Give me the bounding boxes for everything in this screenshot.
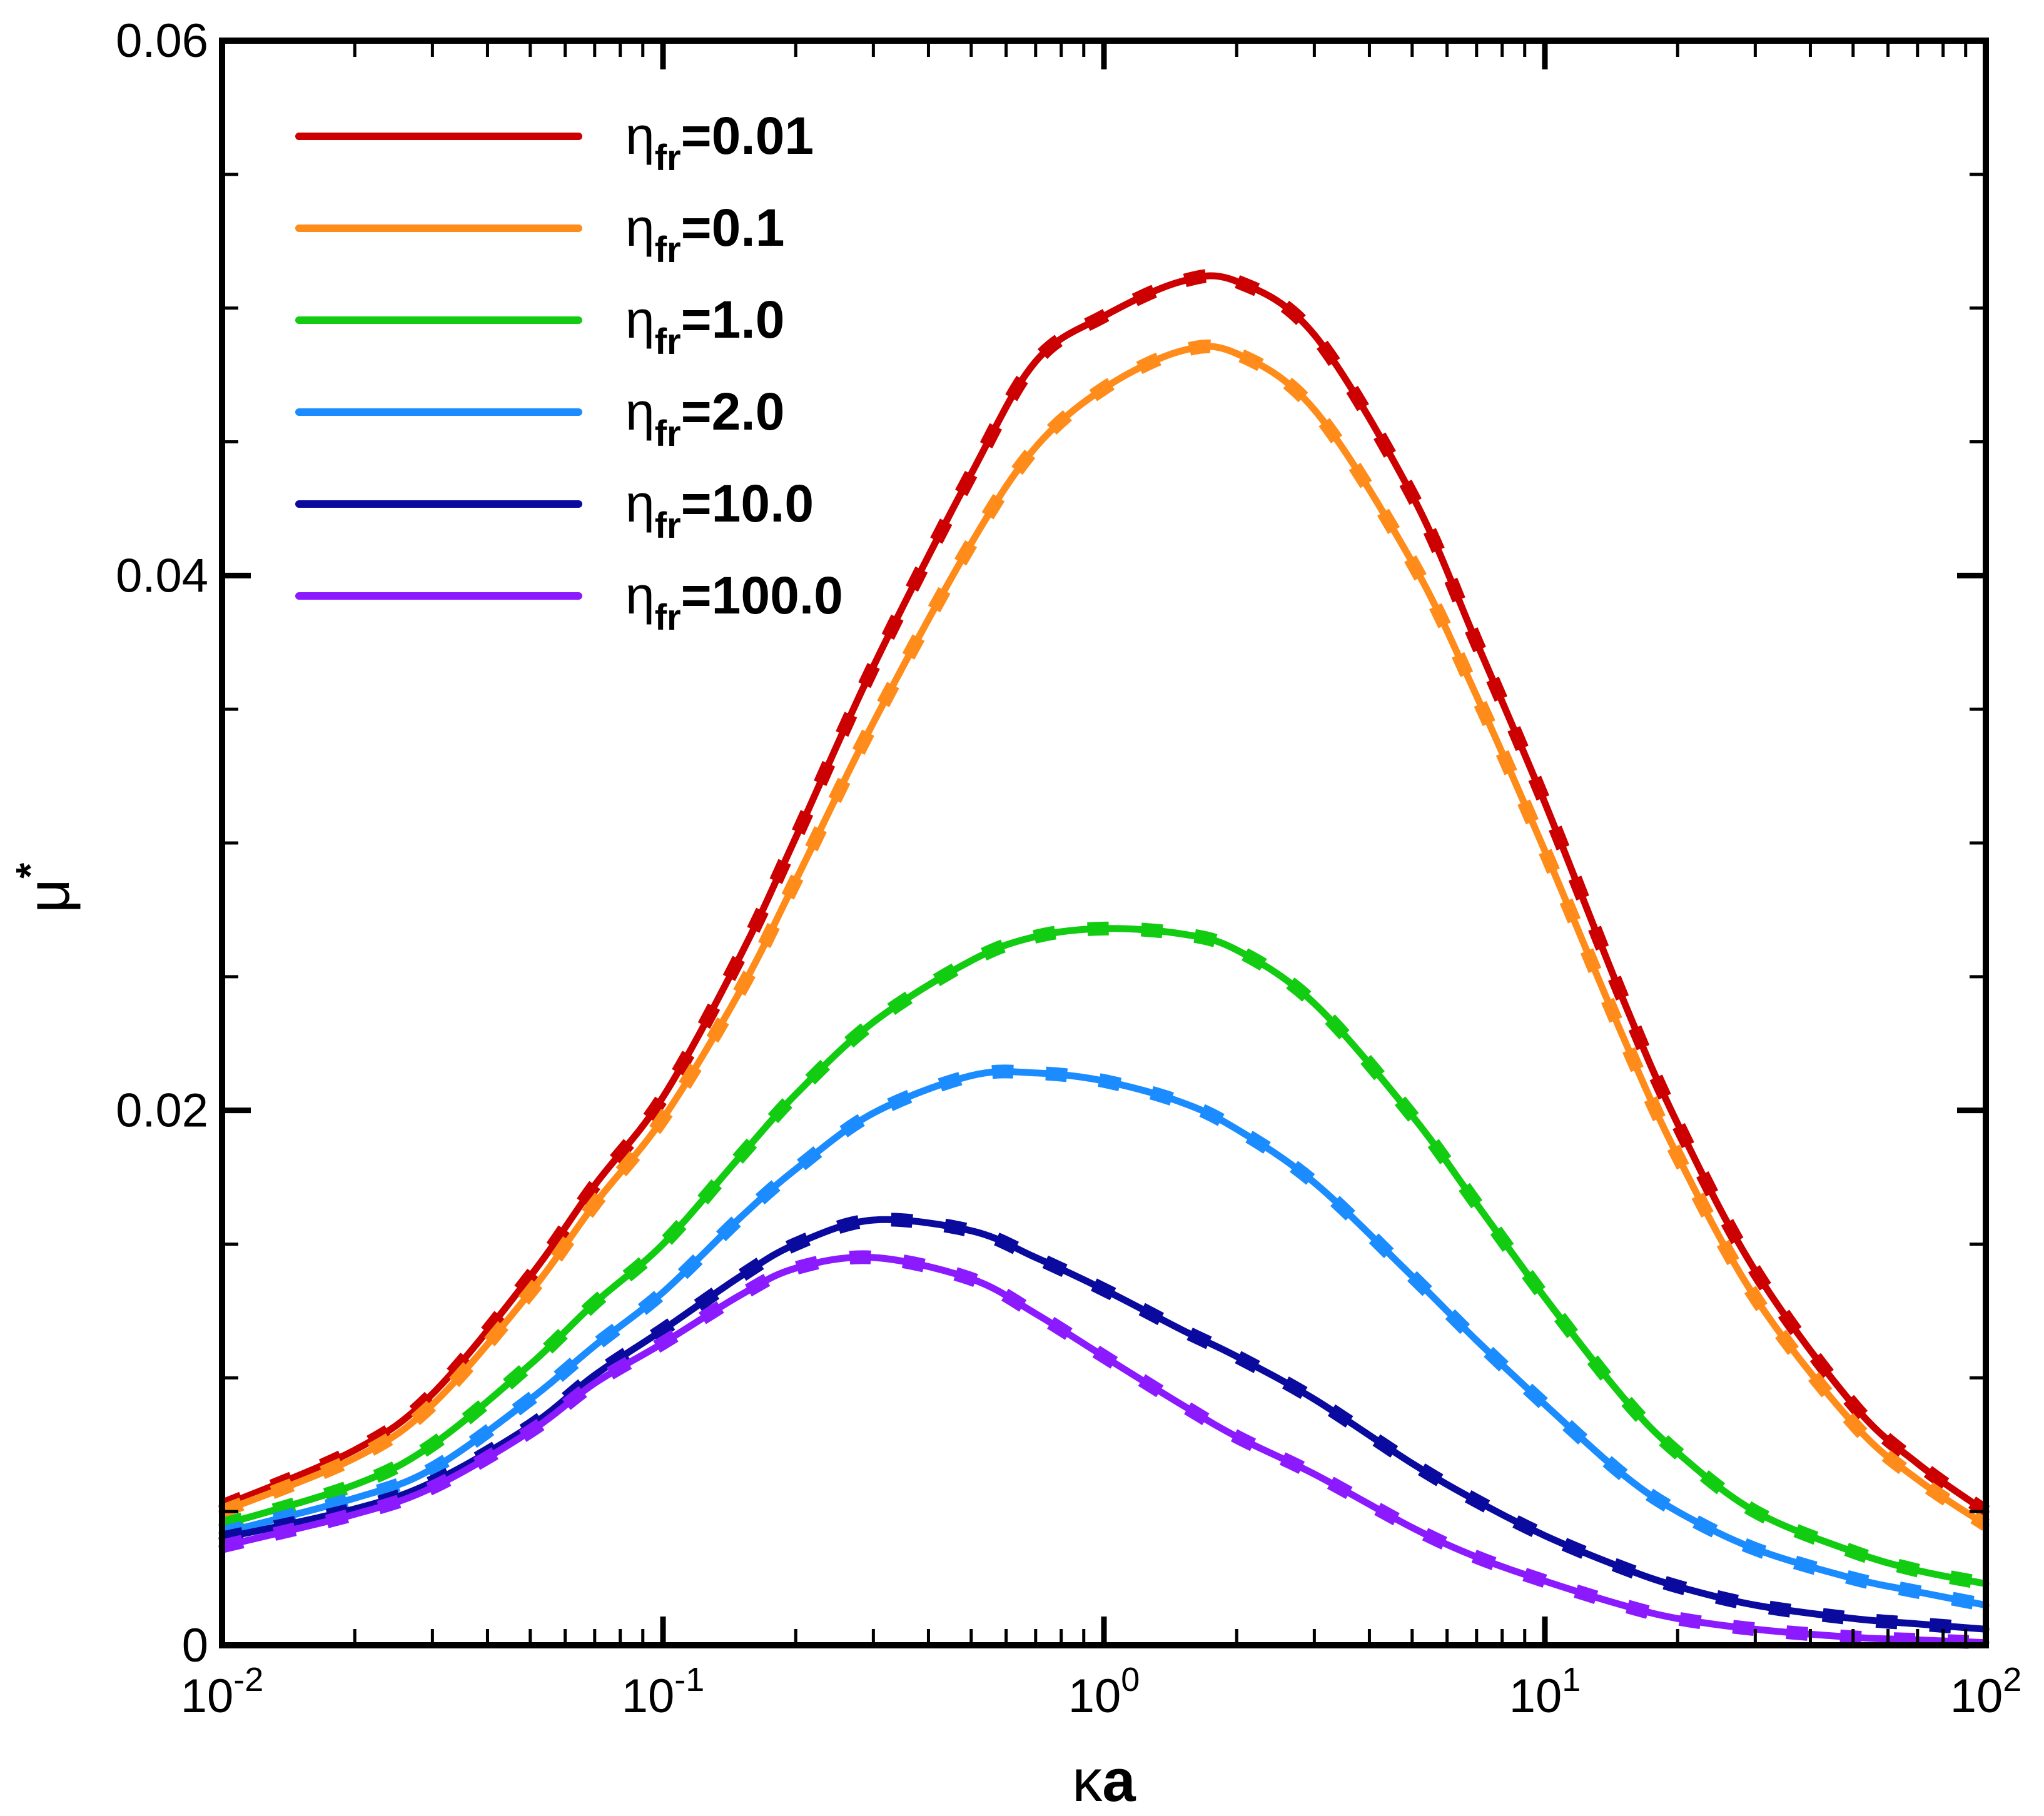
x-tick-label: 102 [1950,1661,2022,1723]
legend-label-sub: fr [655,505,681,546]
y-axis-title: μ* [8,863,82,913]
x-tick-base: 10 [1068,1670,1121,1723]
plot-frame [219,38,1989,1648]
legend-item-5: ηfr=100.0 [295,566,843,638]
x-tick-label: 100 [1068,1661,1140,1723]
series-line-3 [218,1064,1990,1612]
legend-label-value: =0.1 [681,198,785,257]
legend: ηfr=0.01ηfr=0.1ηfr=1.0ηfr=2.0ηfr=10.0ηfr… [295,106,843,638]
series-line-0 [218,269,1990,1518]
legend-item-1: ηfr=0.1 [295,198,784,270]
legend-label: ηfr=100.0 [625,566,843,638]
series-solid-line [218,1216,1990,1633]
x-tick-base: 10 [1509,1670,1562,1723]
x-axis-title: κa [1072,1747,1136,1814]
y-tick-label: 0.06 [116,14,208,68]
legend-label-value: =1.0 [681,290,785,349]
y-tick-label: 0.04 [116,549,208,602]
x-tick-exp: 2 [2003,1661,2021,1698]
x-axis-title-greek: κ [1072,1747,1103,1814]
svg-text:μ*: μ* [8,863,82,913]
y-axis-title-greek: μ [15,879,82,913]
legend-label-greek: η [625,290,655,349]
x-tick-label: 10-2 [181,1661,264,1723]
series-dashed-line [220,921,1988,1591]
legend-label-value: =100.0 [681,566,843,625]
legend-label-sub: fr [655,413,681,454]
legend-item-0: ηfr=0.01 [295,106,814,178]
series-dashed-line [220,1213,1986,1637]
y-tick-label: 0.02 [116,1084,208,1138]
series-dashed-line [220,1064,1988,1612]
legend-label-sub: fr [655,597,681,638]
series-line-2 [218,921,1990,1591]
x-tick-base: 10 [1950,1670,2003,1723]
y-tick-label: 0 [182,1619,208,1672]
legend-label-value: =10.0 [681,474,814,533]
legend-label: ηfr=0.1 [625,198,784,270]
legend-item-3: ηfr=2.0 [295,382,784,454]
legend-label-sub: fr [655,138,681,178]
series-solid-line [218,343,1990,1529]
series-dashed-line [219,339,1990,1531]
x-tick-label: 101 [1509,1661,1581,1723]
series-line-5 [218,1250,1990,1650]
legend-item-4: ηfr=10.0 [295,474,814,546]
series-line-4 [218,1213,1990,1637]
legend-label-sub: fr [655,321,681,362]
legend-label: ηfr=10.0 [625,474,814,546]
x-tick-exp: 0 [1121,1661,1140,1698]
x-tick-exp: -2 [233,1661,263,1698]
legend-label-greek: η [625,566,655,625]
legend-label: ηfr=1.0 [625,290,784,362]
series-line-1 [218,339,1990,1531]
x-tick-exp: -1 [674,1661,704,1698]
x-axis-title-text: a [1102,1747,1136,1814]
x-tick-base: 10 [181,1670,234,1723]
legend-label-greek: η [625,474,655,533]
legend-label-greek: η [625,106,655,165]
y-axis-title-sup: * [8,863,53,879]
legend-label: ηfr=2.0 [625,382,784,454]
legend-label-sub: fr [655,230,681,270]
series-dashed-line [219,269,1990,1518]
x-tick-base: 10 [622,1670,675,1723]
svg-text:κa: κa [1072,1747,1136,1814]
series-layer [218,269,1990,1650]
legend-item-2: ηfr=1.0 [295,290,784,362]
x-tick-exp: 1 [1562,1661,1581,1698]
legend-label-value: =2.0 [681,382,785,441]
x-tick-label: 10-1 [622,1661,705,1723]
legend-label-greek: η [625,382,655,441]
legend-label-value: =0.01 [681,106,814,165]
legend-label: ηfr=0.01 [625,106,814,178]
series-solid-line [218,1253,1990,1647]
legend-label-greek: η [625,198,655,257]
